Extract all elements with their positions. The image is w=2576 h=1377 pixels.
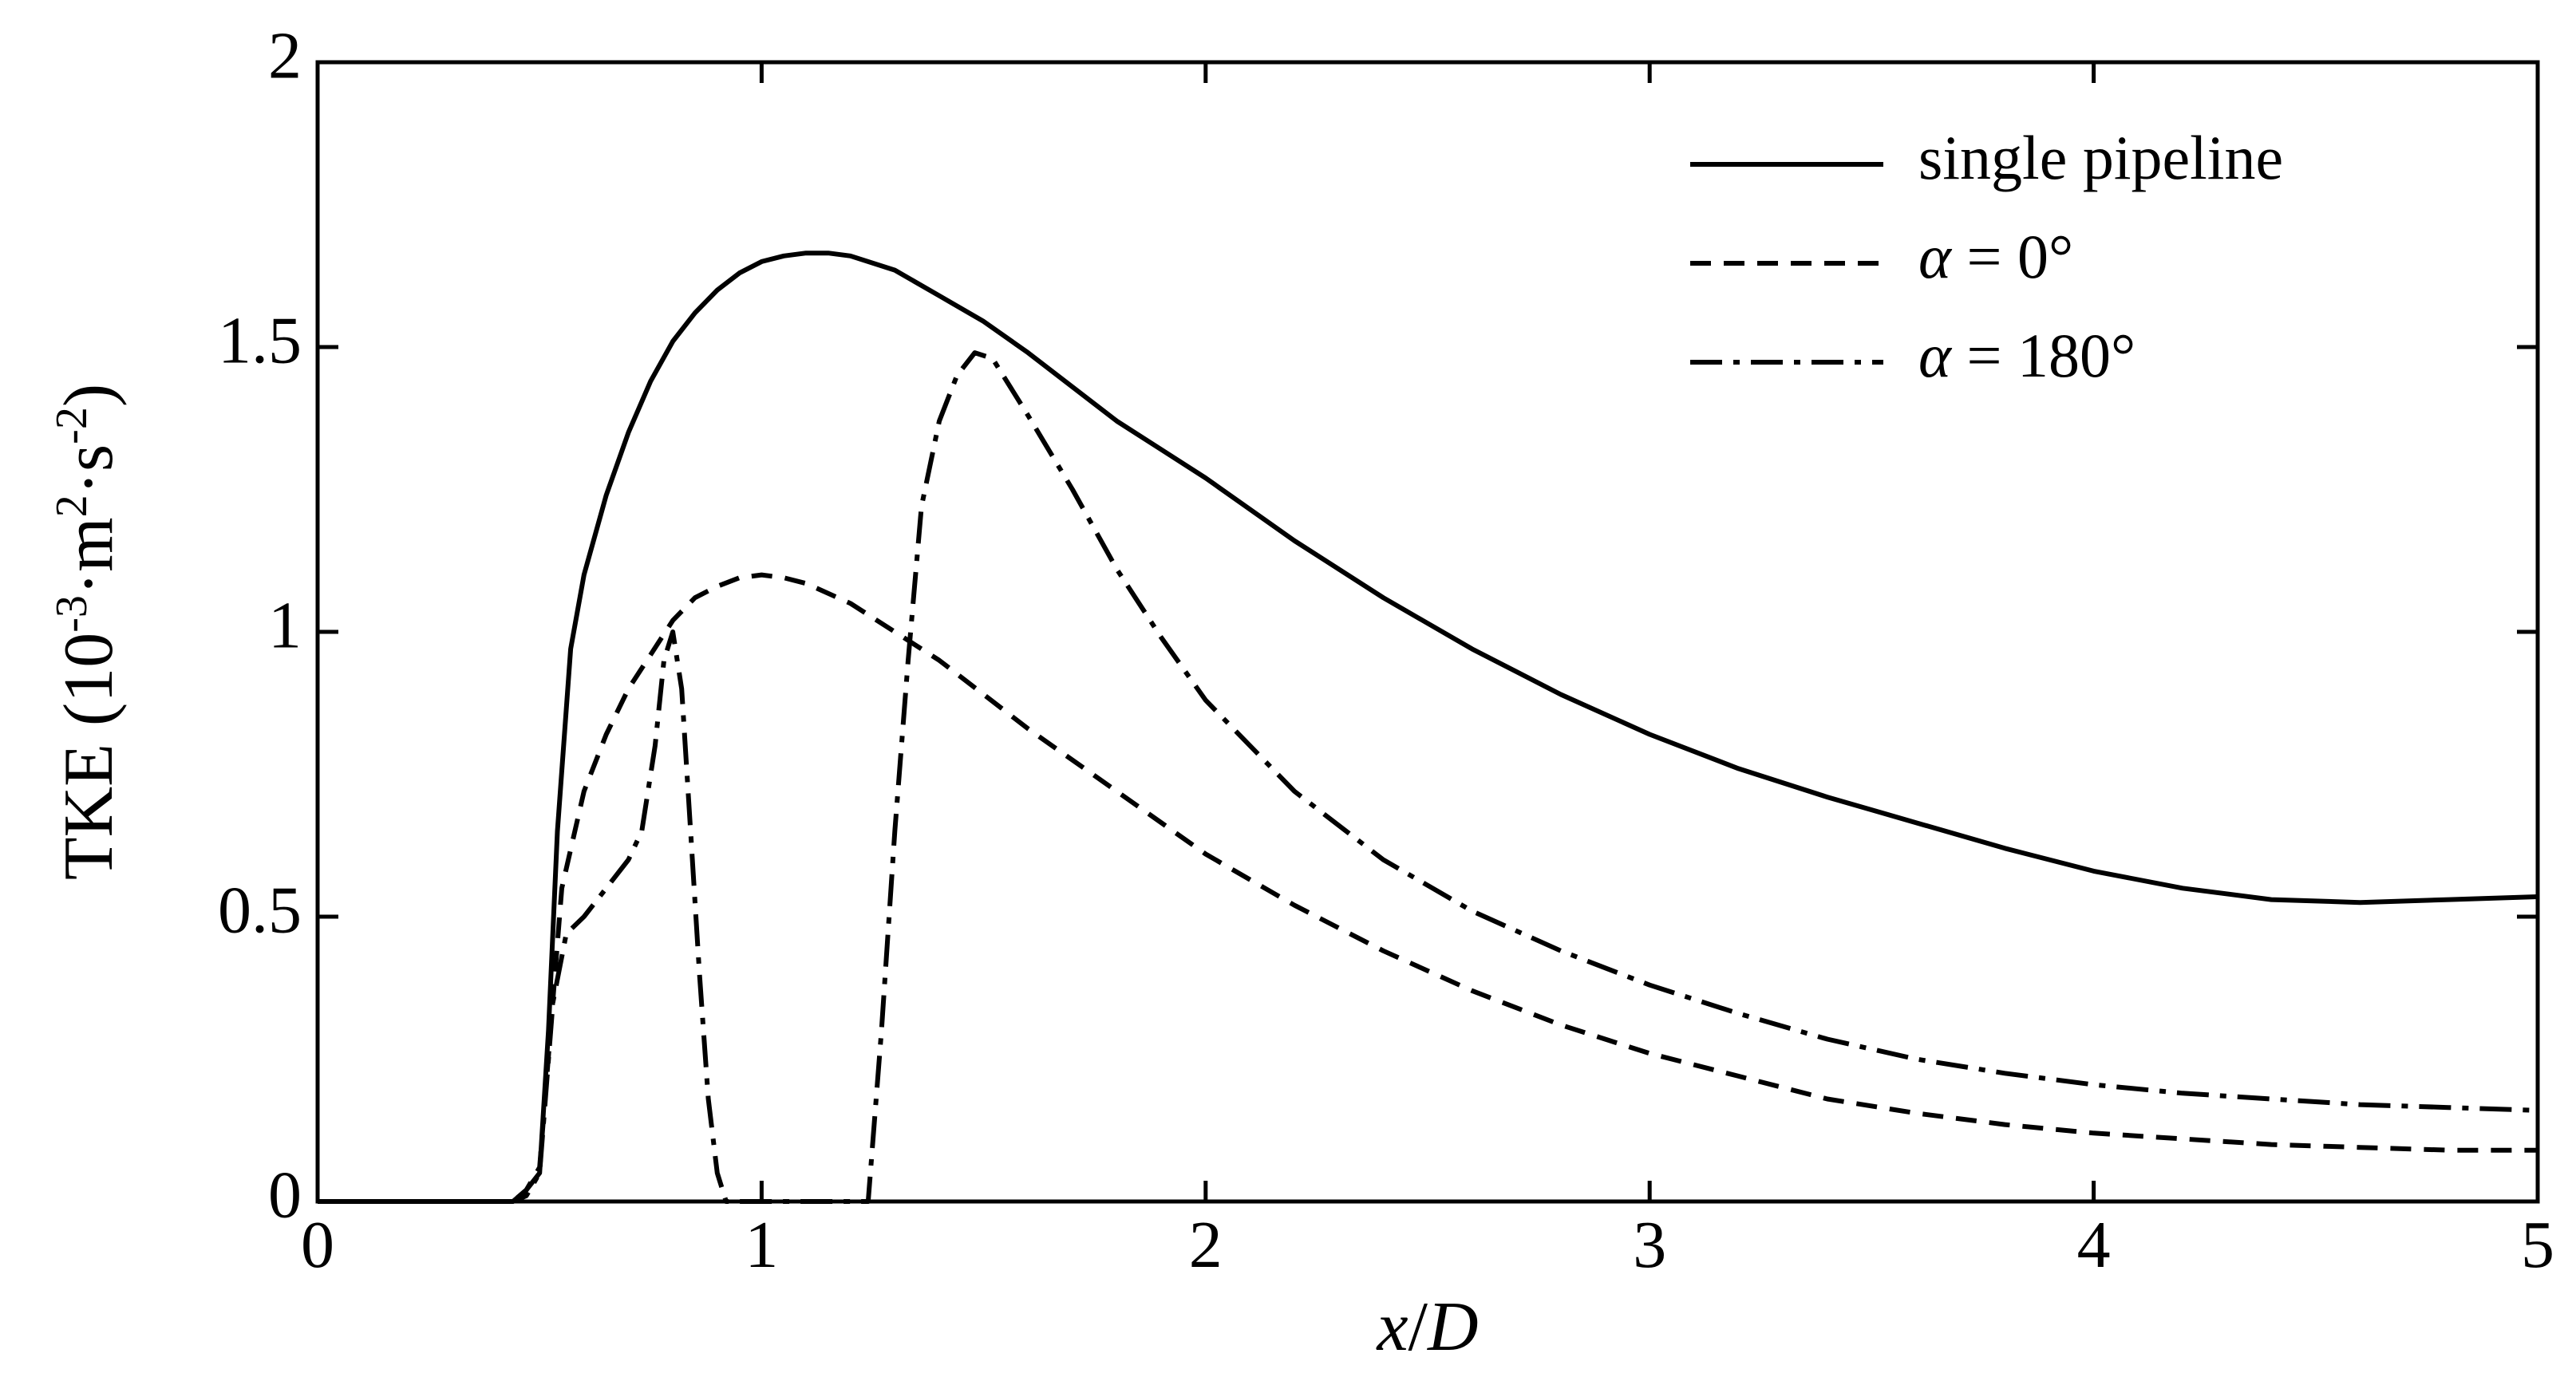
legend-label-part: single pipeline	[1918, 123, 2283, 192]
x-axis-title-part: D	[1427, 1288, 1479, 1366]
y-tick-label: 0	[268, 1158, 302, 1232]
x-axis-title: x/D	[1375, 1288, 1478, 1366]
legend-label-alpha-180deg: α = 180°	[1918, 321, 2135, 390]
y-axis-title-part: )	[50, 384, 128, 407]
x-axis-title-part: /	[1409, 1288, 1428, 1366]
series-line-single-pipeline	[318, 251, 2538, 1204]
legend-label-part: α	[1918, 222, 1953, 291]
x-axis-title-part: x	[1375, 1288, 1408, 1366]
legend-label-part: = 180°	[1951, 321, 2135, 390]
y-axis-title: TKE (10-3·m2·s-2)	[47, 384, 128, 880]
x-tick-label: 4	[2077, 1208, 2111, 1282]
y-axis-title-part: ·s	[50, 444, 128, 495]
y-tick-label: 2	[268, 18, 302, 93]
legend-label-single-pipeline: single pipeline	[1918, 123, 2283, 192]
series-line-alpha-0deg	[318, 572, 2538, 1204]
y-axis-title-part: -3	[47, 595, 97, 633]
y-axis-title-part: 2	[47, 495, 97, 517]
y-axis-title-part: ·m	[50, 517, 128, 595]
x-tick-label: 1	[745, 1208, 778, 1282]
y-tick-label: 0.5	[218, 873, 302, 947]
y-axis-title-part: TKE (10	[50, 633, 128, 880]
series-line-alpha-180deg	[318, 350, 2538, 1204]
legend-label-part: α	[1918, 321, 1953, 390]
tick-layer	[315, 60, 2540, 1204]
y-axis-title-part: -2	[47, 407, 97, 444]
legend-label-part: = 0°	[1951, 222, 2073, 291]
x-tick-label: 2	[1189, 1208, 1223, 1282]
legend-label-alpha-0deg: α = 0°	[1918, 222, 2073, 291]
series-layer	[318, 251, 2538, 1204]
x-tick-label: 0	[301, 1208, 334, 1282]
y-tick-label: 1.5	[218, 303, 302, 377]
x-tick-label: 3	[1633, 1208, 1666, 1282]
x-tick-label: 5	[2521, 1208, 2554, 1282]
y-tick-label: 1	[268, 588, 302, 662]
